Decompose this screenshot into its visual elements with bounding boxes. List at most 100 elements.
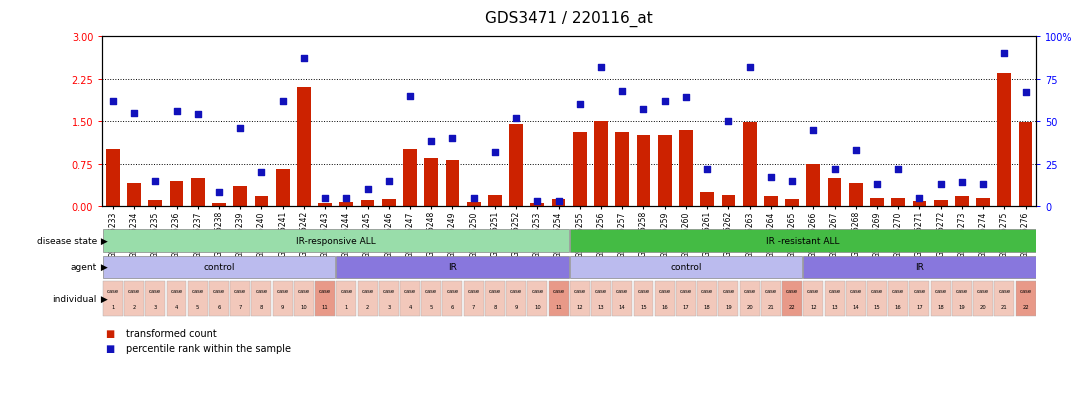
Text: ▶: ▶ bbox=[98, 237, 108, 246]
Text: case: case bbox=[510, 288, 522, 293]
Text: case: case bbox=[977, 288, 989, 293]
Point bbox=[443, 135, 461, 142]
Text: 12: 12 bbox=[810, 304, 817, 309]
Bar bbox=[209, 281, 229, 316]
Text: 18: 18 bbox=[937, 304, 944, 309]
Bar bbox=[761, 281, 781, 316]
Bar bbox=[952, 281, 972, 316]
Bar bbox=[315, 281, 335, 316]
Text: case: case bbox=[914, 288, 925, 293]
Text: case: case bbox=[935, 288, 947, 293]
Text: 1: 1 bbox=[344, 304, 348, 309]
Text: ■: ■ bbox=[105, 328, 115, 338]
Text: case: case bbox=[150, 288, 161, 293]
Bar bbox=[170, 181, 183, 206]
Text: case: case bbox=[659, 288, 670, 293]
Bar bbox=[934, 201, 948, 206]
Text: 15: 15 bbox=[640, 304, 647, 309]
Point bbox=[274, 98, 292, 105]
Bar bbox=[339, 202, 353, 206]
Bar bbox=[400, 281, 420, 316]
Text: 4: 4 bbox=[408, 304, 412, 309]
Bar bbox=[467, 202, 481, 206]
Text: case: case bbox=[870, 288, 883, 293]
Text: 6: 6 bbox=[451, 304, 454, 309]
Text: case: case bbox=[489, 288, 501, 293]
Text: 22: 22 bbox=[789, 304, 795, 309]
Bar bbox=[634, 281, 653, 316]
Bar bbox=[103, 230, 568, 253]
Bar bbox=[824, 281, 845, 316]
Point bbox=[656, 98, 674, 105]
Text: 8: 8 bbox=[259, 304, 264, 309]
Bar bbox=[1019, 123, 1033, 206]
Text: case: case bbox=[574, 288, 585, 293]
Bar bbox=[297, 88, 311, 206]
Text: IR: IR bbox=[448, 263, 457, 272]
Text: ▶: ▶ bbox=[98, 263, 108, 272]
Point bbox=[677, 95, 694, 102]
Bar bbox=[891, 198, 905, 206]
Bar bbox=[676, 281, 696, 316]
Text: 13: 13 bbox=[832, 304, 838, 309]
Text: 6: 6 bbox=[217, 304, 221, 309]
Text: 16: 16 bbox=[895, 304, 902, 309]
Bar bbox=[804, 281, 823, 316]
Point bbox=[550, 198, 567, 205]
Point bbox=[146, 178, 164, 184]
Text: case: case bbox=[680, 288, 692, 293]
Text: case: case bbox=[722, 288, 735, 293]
Bar bbox=[255, 197, 268, 206]
Bar bbox=[867, 281, 887, 316]
Bar bbox=[485, 281, 505, 316]
Point bbox=[741, 64, 759, 71]
Bar bbox=[424, 159, 438, 206]
Bar bbox=[637, 136, 650, 206]
Text: case: case bbox=[955, 288, 968, 293]
Text: 1: 1 bbox=[111, 304, 114, 309]
Point bbox=[805, 127, 822, 134]
Text: 11: 11 bbox=[555, 304, 562, 309]
Point bbox=[975, 181, 992, 188]
Text: 12: 12 bbox=[577, 304, 583, 309]
Bar bbox=[912, 202, 926, 206]
Text: agent: agent bbox=[71, 263, 97, 272]
Bar bbox=[973, 281, 993, 316]
Bar bbox=[506, 281, 526, 316]
Bar bbox=[570, 281, 590, 316]
Bar bbox=[700, 192, 714, 206]
Point bbox=[890, 166, 907, 173]
Text: 5: 5 bbox=[196, 304, 199, 309]
Bar bbox=[976, 198, 990, 206]
Text: case: case bbox=[1020, 288, 1032, 293]
Bar bbox=[445, 160, 459, 206]
Point bbox=[1017, 90, 1034, 96]
Text: 9: 9 bbox=[281, 304, 284, 309]
Text: 11: 11 bbox=[322, 304, 328, 309]
Point bbox=[380, 178, 397, 184]
Bar bbox=[127, 184, 141, 206]
Text: case: case bbox=[170, 288, 183, 293]
Bar bbox=[382, 200, 396, 206]
Point bbox=[168, 108, 185, 115]
Text: 17: 17 bbox=[916, 304, 923, 309]
Bar bbox=[849, 184, 863, 206]
Text: percentile rank within the sample: percentile rank within the sample bbox=[126, 343, 291, 353]
Point bbox=[210, 190, 227, 196]
Bar bbox=[549, 281, 568, 316]
Bar bbox=[806, 164, 820, 206]
Text: 18: 18 bbox=[704, 304, 710, 309]
Bar bbox=[591, 281, 611, 316]
Bar bbox=[357, 281, 378, 316]
Bar bbox=[679, 131, 693, 206]
Text: case: case bbox=[107, 288, 118, 293]
Text: case: case bbox=[637, 288, 650, 293]
Text: case: case bbox=[702, 288, 713, 293]
Bar bbox=[612, 281, 633, 316]
Text: case: case bbox=[425, 288, 437, 293]
Point bbox=[189, 112, 207, 119]
Bar bbox=[337, 256, 568, 278]
Text: case: case bbox=[213, 288, 225, 293]
Point bbox=[486, 149, 504, 156]
Bar bbox=[337, 281, 356, 316]
